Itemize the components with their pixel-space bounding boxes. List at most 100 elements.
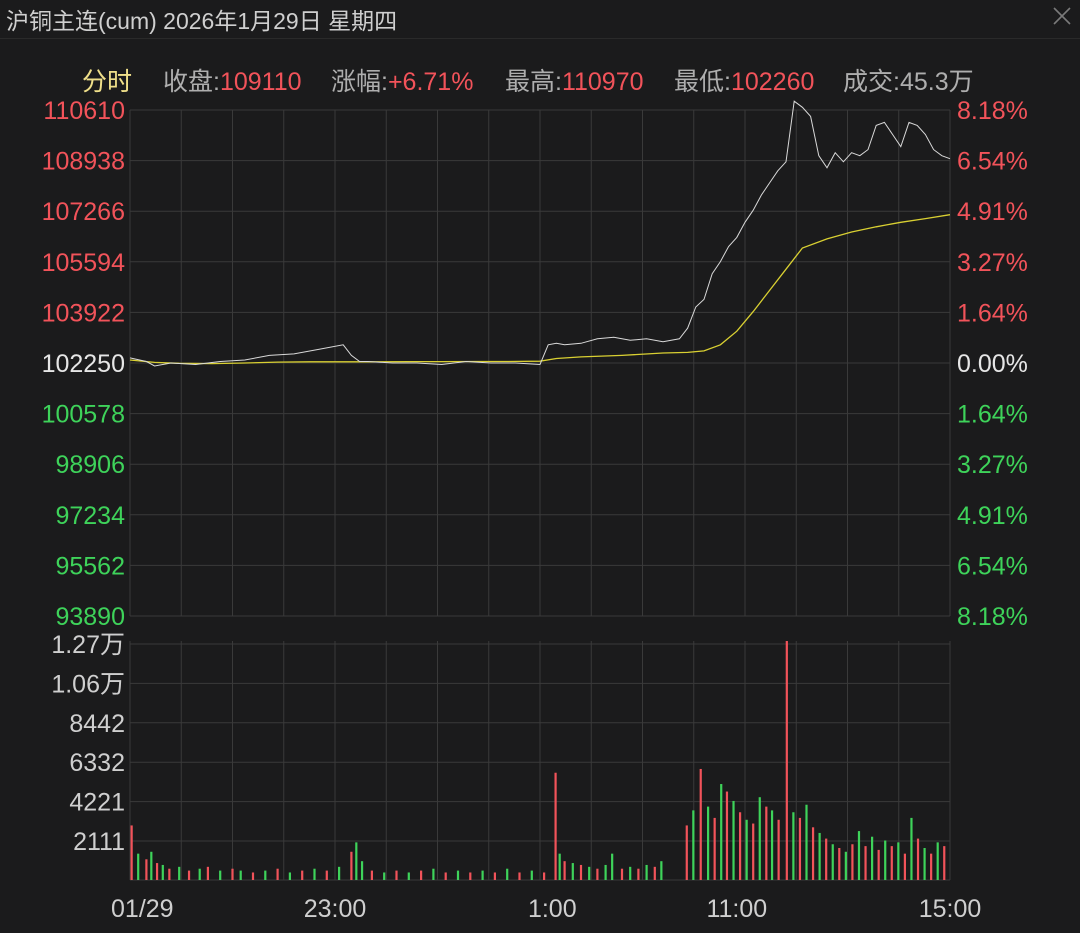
volume-bar [456,870,460,880]
volume-bar [338,866,341,880]
volume-bar [264,870,267,880]
pct-axis-tick-label: 1.64% [957,401,1028,429]
volume-bar [916,838,920,880]
tab-timeshare[interactable]: 分时 [82,68,133,96]
volume-bar [890,846,893,880]
price-axis-tick-label: 98906 [55,451,125,479]
volume-bar [777,819,780,880]
volume-bar [530,870,533,880]
change-label: 涨幅: [331,68,388,96]
price-axis-tick-label: 93890 [55,603,125,631]
volume-bar [857,831,861,880]
close-value: 109110 [219,68,302,96]
high-label: 最高: [505,68,562,96]
price-axis-tick-label: 100578 [42,401,125,429]
low-value: 102260 [730,68,815,96]
volume-bar [355,842,358,880]
pct-axis-tick-label: 1.64% [957,299,1028,327]
volume-axis-tick-label: 1.27万 [51,631,125,659]
volume-bar [168,868,171,880]
pct-axis-tick-label: 4.91% [957,198,1028,226]
pct-axis-tick-label: 6.54% [957,552,1028,580]
change-value: +6.71% [387,68,474,96]
volume-bar [219,870,222,880]
close-price: 收盘:109110 [163,62,302,98]
volume-bar [851,844,854,880]
volume-bar [943,846,946,880]
volume-bar [469,872,472,880]
pct-axis-tick-label: 4.91% [957,502,1028,530]
price-axis-tick-label: 103922 [42,299,125,327]
volume-value: 45.3万 [899,68,974,96]
volume-bar [395,870,398,880]
volume-bar [765,806,768,880]
close-label: 收盘: [163,68,220,96]
price-axis-tick-label: 105594 [42,249,126,277]
price-axis-tick-label: 110610 [43,97,125,125]
price-axis-tick-label: 107266 [42,198,125,226]
pct-axis-tick-label: 8.18% [957,97,1028,125]
volume-bar [481,870,484,880]
volume-bar [543,872,546,880]
time-axis-tick-label: 01/29 [111,895,174,923]
low-label: 最低: [674,68,731,96]
volume-bar [579,864,583,880]
volume-bar [923,848,926,880]
volume-bar [506,868,509,880]
volume-label: 成交: [843,68,900,96]
volume-bar [838,848,841,880]
volume-bar [288,872,291,880]
volume-bar [611,853,614,880]
volume-bar [325,870,328,880]
pct-axis-tick-label: 3.27% [957,249,1028,277]
volume-bar [785,641,788,880]
volume-bar [864,846,867,880]
price-line [129,100,951,367]
volume-bar [130,825,133,880]
volume-bar [239,870,242,880]
volume-bar [825,838,828,880]
volume-bar [444,872,447,880]
price-axis-tick-label: 97234 [55,502,125,530]
volume-bar [301,870,304,880]
volume-bar [588,866,591,880]
volume-bar [558,853,561,880]
pct-axis-tick-label: 8.18% [957,603,1028,631]
volume-bar [798,817,802,880]
volume-bar [752,823,755,880]
low-price: 最低:102260 [674,62,814,98]
volume-bar [707,806,710,880]
volume-bar [493,872,496,880]
time-axis-tick-label: 1:00 [528,895,577,923]
price-axis-tick-label: 95562 [55,552,125,580]
volume-bar [350,851,353,880]
volume-bar [831,844,834,880]
time-axis-tick-label: 11:00 [706,895,767,923]
volume-bar [145,859,148,880]
volume-bar [251,872,255,880]
volume-bar [685,825,688,880]
volume-bar [713,817,716,880]
volume-bar [660,861,663,880]
volume-bar [383,872,386,880]
volume-axis-tick-label: 4221 [69,789,125,817]
volume-bar [313,868,316,880]
volume-bar [811,827,815,880]
volume-bar [563,861,566,880]
volume-bar [758,797,761,880]
volume-bar [936,842,939,880]
volume-bar [432,868,435,880]
close-icon[interactable] [1050,4,1074,28]
volume-bar [554,772,557,880]
volume-bar [518,872,521,880]
volume-bar [420,870,423,880]
volume-bar [596,868,599,880]
volume-axis-tick-label: 8442 [69,710,125,738]
info-bar: 分时 收盘:109110 涨幅:+6.71% 最高:110970 最低:1022… [0,58,1080,98]
volume-bar [604,864,607,880]
price-axis-tick-label: 102250 [42,350,125,378]
volume-bar [699,768,702,880]
volume-bar [178,866,181,880]
volume-bar [637,868,640,880]
